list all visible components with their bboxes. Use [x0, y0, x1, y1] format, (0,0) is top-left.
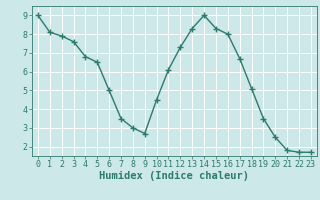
X-axis label: Humidex (Indice chaleur): Humidex (Indice chaleur) — [100, 171, 249, 181]
